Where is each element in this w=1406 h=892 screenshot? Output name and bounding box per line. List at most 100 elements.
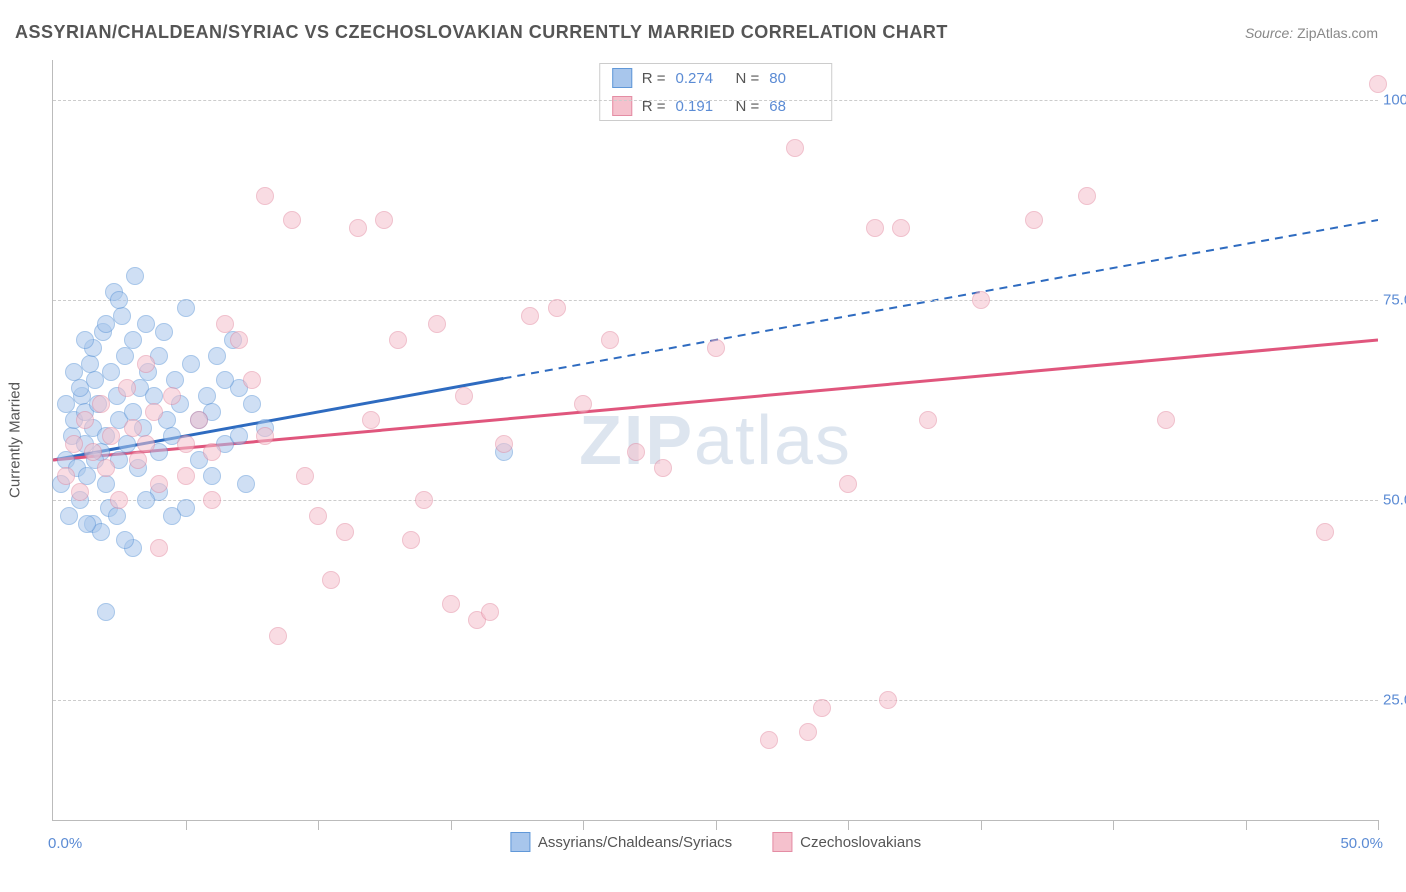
data-point [129,451,147,469]
data-point [113,307,131,325]
data-point [548,299,566,317]
data-point [78,515,96,533]
legend-item-2: Czechoslovakians [772,832,921,852]
data-point [1316,523,1334,541]
data-point [269,627,287,645]
data-point [230,331,248,349]
data-point [182,355,200,373]
data-point [76,411,94,429]
data-point [1157,411,1175,429]
x-tick [1113,820,1114,830]
data-point [1025,211,1043,229]
legend-label-2: Czechoslovakians [800,834,921,851]
source-label: Source: [1245,25,1293,41]
correlation-legend: R = 0.274 N = 80 R = 0.191 N = 68 [599,63,833,121]
data-point [102,363,120,381]
data-point [481,603,499,621]
data-point [760,731,778,749]
data-point [177,467,195,485]
y-tick-label: 75.0% [1383,292,1406,309]
data-point [203,443,221,461]
data-point [362,411,380,429]
data-point [216,315,234,333]
data-point [813,699,831,717]
n-label: N = [736,70,760,87]
data-point [110,291,128,309]
x-axis-max-label: 50.0% [1340,835,1383,852]
legend-item-1: Assyrians/Chaldeans/Syriacs [510,832,732,852]
data-point [349,219,367,237]
r-label: R = [642,70,666,87]
data-point [177,435,195,453]
data-point [799,723,817,741]
y-axis-label: Currently Married [7,382,24,498]
x-tick [186,820,187,830]
data-point [442,595,460,613]
series-legend: Assyrians/Chaldeans/Syriacs Czechoslovak… [510,832,921,852]
data-point [65,363,83,381]
x-tick [451,820,452,830]
data-point [124,419,142,437]
x-axis-min-label: 0.0% [48,835,82,852]
data-point [627,443,645,461]
data-point [97,459,115,477]
data-point [283,211,301,229]
data-point [108,507,126,525]
data-point [118,435,136,453]
swatch-2 [772,832,792,852]
data-point [57,395,75,413]
data-point [296,467,314,485]
data-point [163,507,181,525]
chart-title: ASSYRIAN/CHALDEAN/SYRIAC VS CZECHOSLOVAK… [15,22,948,43]
data-point [243,371,261,389]
swatch-series2 [612,96,632,116]
source-value: ZipAtlas.com [1297,25,1378,41]
data-point [57,467,75,485]
n-value-1: 80 [769,70,819,87]
data-point [116,531,134,549]
gridline [53,500,1378,501]
data-point [1078,187,1096,205]
data-point [309,507,327,525]
swatch-series1 [612,68,632,88]
data-point [97,315,115,333]
data-point [71,483,89,501]
x-tick [318,820,319,830]
x-tick [848,820,849,830]
data-point [145,403,163,421]
data-point [155,323,173,341]
data-point [839,475,857,493]
data-point [177,299,195,317]
data-point [190,411,208,429]
data-point [118,379,136,397]
data-point [375,211,393,229]
data-point [216,371,234,389]
data-point [256,427,274,445]
x-tick [981,820,982,830]
data-point [97,475,115,493]
data-point [137,435,155,453]
data-point [879,691,897,709]
data-point [389,331,407,349]
data-point [203,467,221,485]
data-point [97,603,115,621]
data-point [786,139,804,157]
data-point [243,395,261,413]
r-value-1: 0.274 [676,70,726,87]
data-point [203,491,221,509]
data-point [892,219,910,237]
data-point [256,187,274,205]
source-attribution: Source: ZipAtlas.com [1245,25,1378,41]
data-point [1369,75,1387,93]
data-point [237,475,255,493]
data-point [163,387,181,405]
legend-label-1: Assyrians/Chaldeans/Syriacs [538,834,732,851]
data-point [137,355,155,373]
gridline [53,300,1378,301]
data-point [601,331,619,349]
data-point [230,427,248,445]
data-point [322,571,340,589]
gridline [53,100,1378,101]
data-point [60,507,78,525]
data-point [521,307,539,325]
